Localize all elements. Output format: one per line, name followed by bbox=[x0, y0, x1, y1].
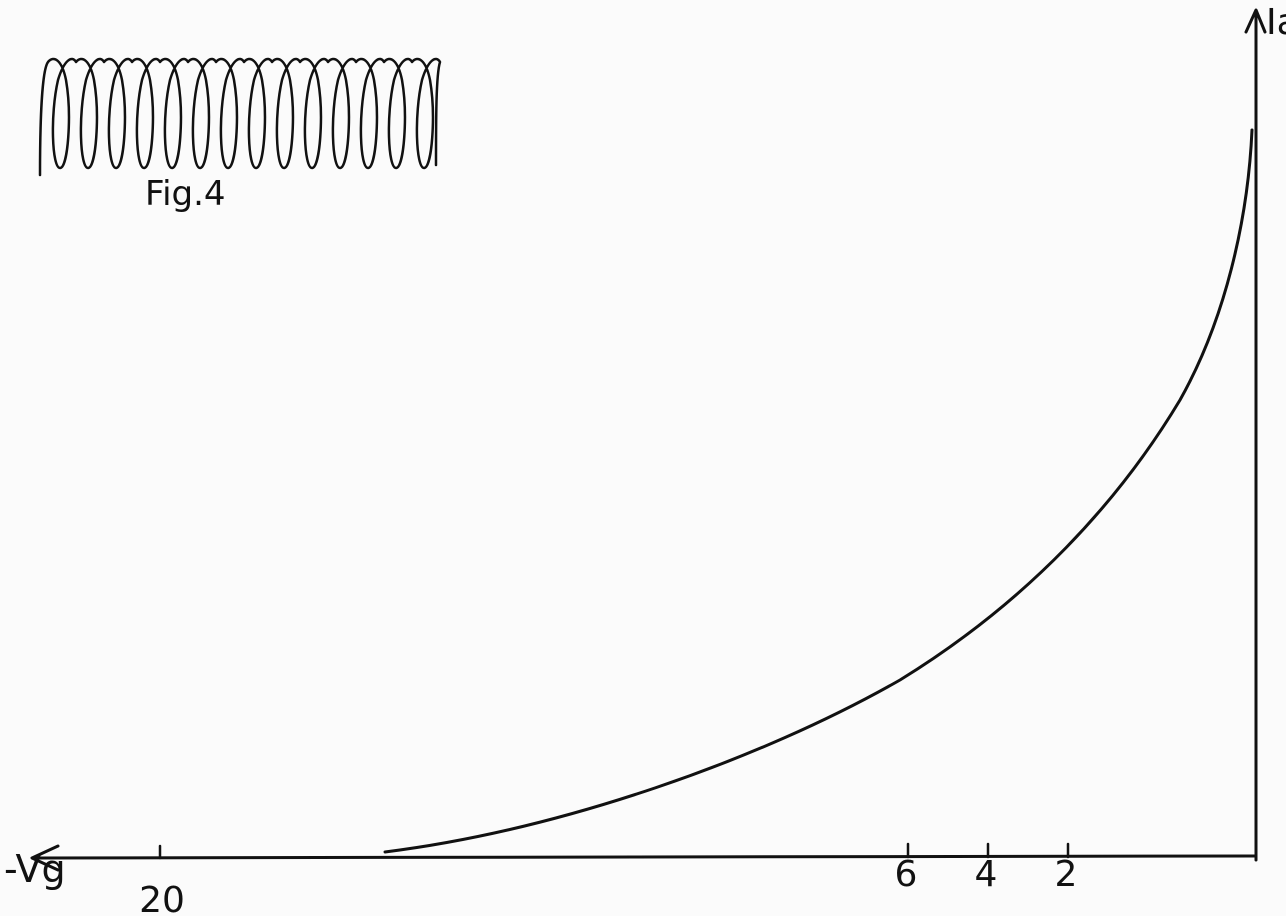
x-axis-label: -Vg bbox=[4, 847, 66, 891]
figure-label: Fig.4 bbox=[145, 174, 226, 214]
x-tick-label: 20 bbox=[139, 880, 185, 916]
page: {"figure": {"label": "Fig.4"}, "axes": {… bbox=[0, 0, 1286, 916]
x-tick-label: 6 bbox=[895, 854, 918, 895]
x-tick-label: 4 bbox=[975, 854, 998, 895]
x-tick-label: 2 bbox=[1055, 854, 1078, 895]
figure: Fig.4 Ia -Vg 20 6 4 2 bbox=[0, 0, 1286, 916]
y-axis-label: Ia bbox=[1266, 2, 1286, 43]
